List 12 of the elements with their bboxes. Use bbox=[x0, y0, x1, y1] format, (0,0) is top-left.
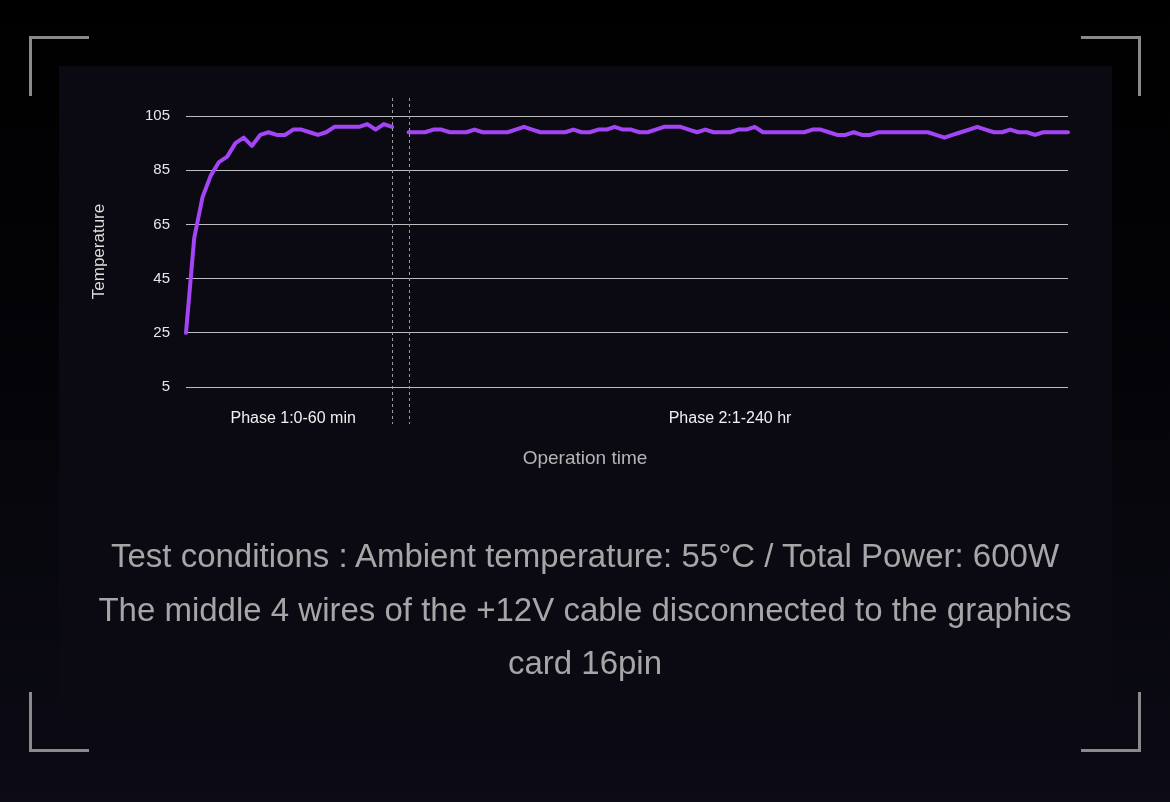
y-tick-label: 25 bbox=[153, 322, 170, 340]
y-axis-title: Temperature bbox=[88, 203, 108, 300]
y-tick-label: 65 bbox=[153, 214, 170, 232]
y-tick-label: 105 bbox=[144, 106, 170, 124]
y-tick-label: 85 bbox=[153, 160, 170, 178]
text: The middle 4 wires of the +12V cable disconnected to the graphics card 16pin bbox=[97, 589, 1073, 683]
y-tick-label: 5 bbox=[161, 377, 170, 395]
x-tick-label: Phase 1:0-60 min bbox=[230, 409, 356, 427]
x-axis-title: Operation time bbox=[522, 447, 648, 468]
text: Test conditions : Ambient temperature: 55°C / Total Power: 600W bbox=[109, 536, 1061, 576]
x-tick-label: Phase 2:1-240 hr bbox=[668, 409, 793, 427]
y-tick-label: 45 bbox=[153, 268, 170, 286]
